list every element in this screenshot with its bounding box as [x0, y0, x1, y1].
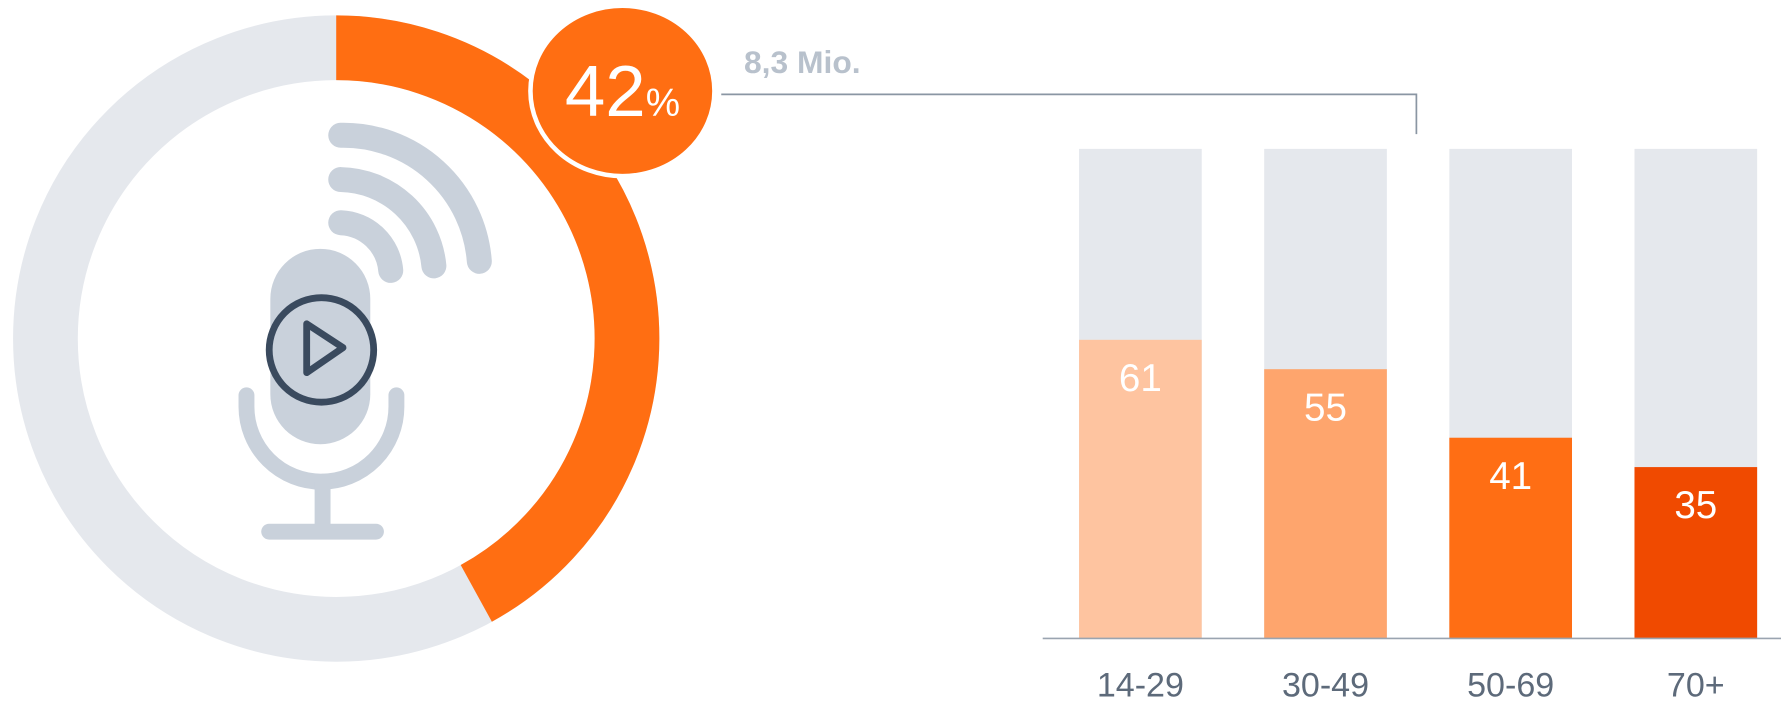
- value-number: 42: [565, 51, 646, 132]
- bar-value-label: 35: [1674, 484, 1717, 527]
- donut-segment: [336, 15, 660, 622]
- connector: [721, 93, 1418, 135]
- x-tick-label: 30-49: [1282, 666, 1369, 701]
- wave: [328, 210, 404, 283]
- annotation: 8,3 Mio.: [744, 44, 861, 80]
- bar: [1634, 467, 1758, 639]
- bar-value-label: 61: [1119, 357, 1162, 400]
- wave: [328, 122, 492, 274]
- bar-value-label: 41: [1489, 455, 1532, 498]
- bar-chart: 61 14-29 55 30-49 41 50-69 35 70+: [1042, 148, 1781, 701]
- bar-value-label: 55: [1304, 386, 1347, 429]
- donut: 42%: [13, 3, 717, 662]
- value-unit: %: [646, 82, 680, 125]
- x-tick-label: 14-29: [1097, 666, 1184, 701]
- x-tick-label: 70+: [1667, 666, 1725, 701]
- wave: [328, 167, 447, 279]
- play-icon: [303, 320, 347, 377]
- podcast-icon: [238, 122, 492, 540]
- x-tick-label: 50-69: [1467, 666, 1554, 701]
- bar: [1449, 437, 1573, 639]
- value-bubble: [528, 3, 717, 179]
- bar: [1264, 369, 1387, 639]
- bar: [1079, 339, 1202, 639]
- play-circle: [265, 294, 378, 406]
- value-label: 42%: [565, 51, 680, 132]
